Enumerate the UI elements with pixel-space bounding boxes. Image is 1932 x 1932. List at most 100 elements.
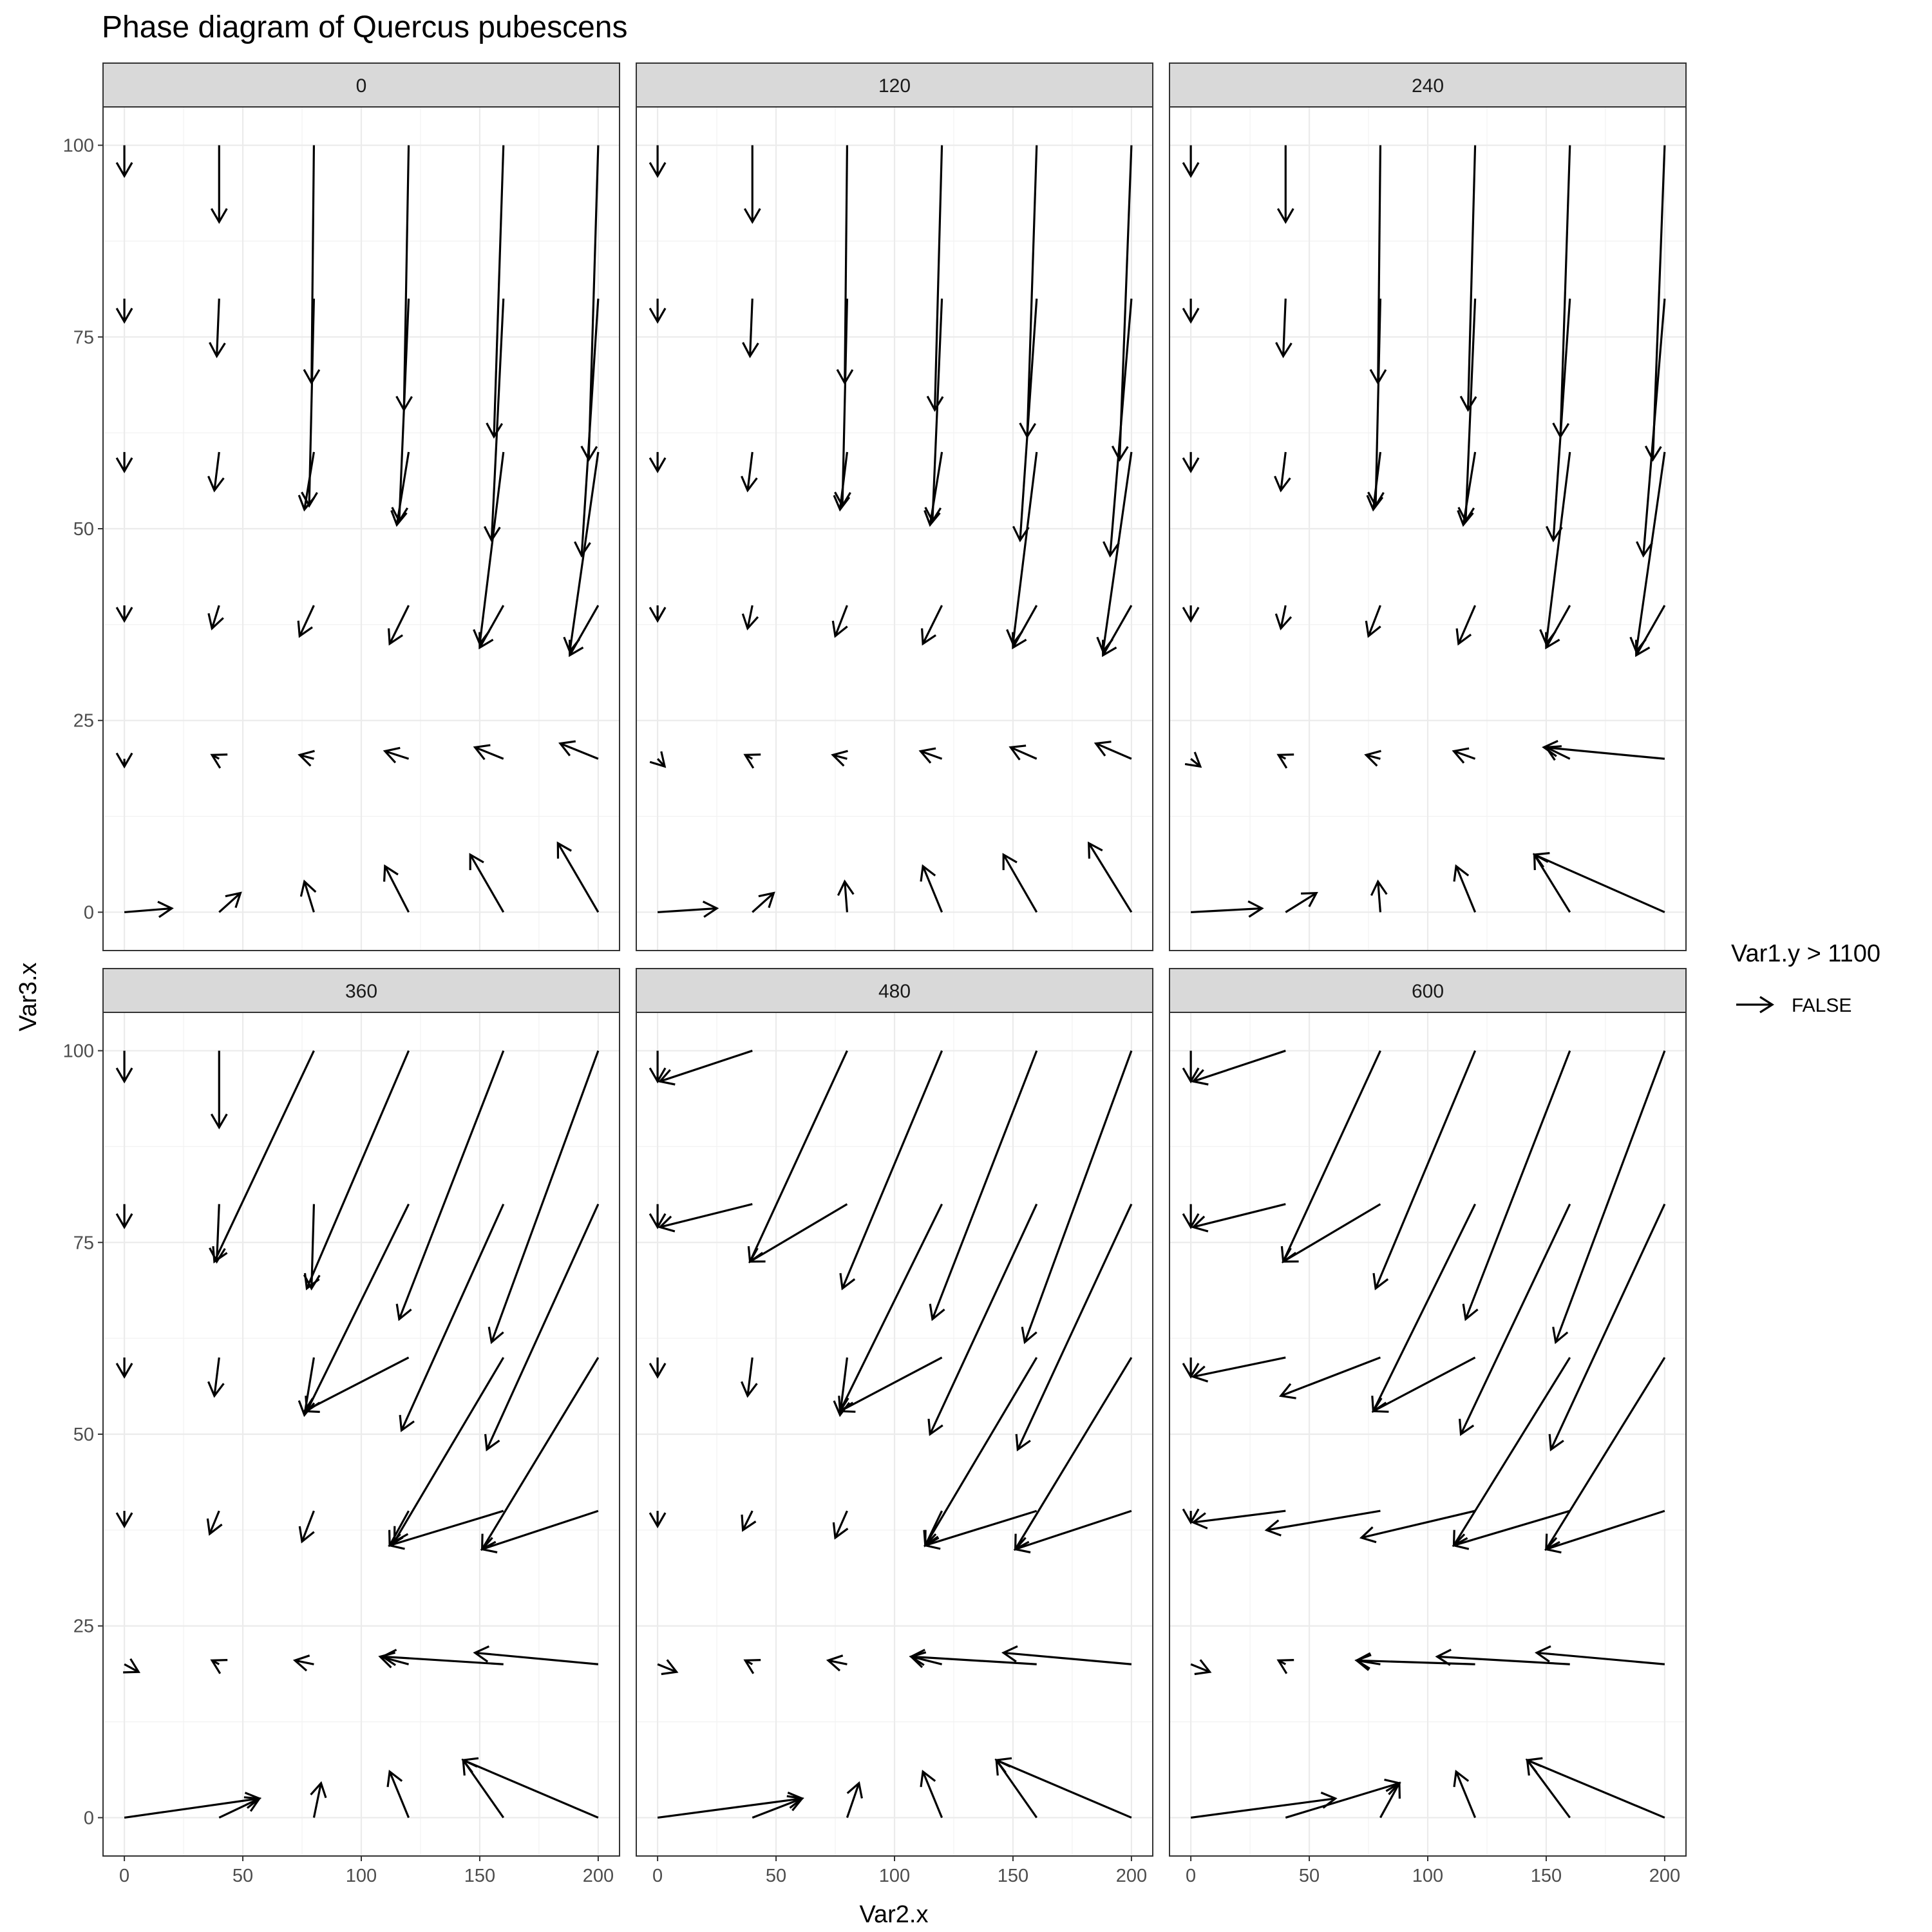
vector-arrow — [115, 1511, 133, 1529]
arrow-head — [157, 900, 174, 918]
arrow-shaft — [383, 1655, 504, 1665]
arrow-head — [741, 475, 758, 493]
vector-arrow — [743, 753, 761, 769]
arrow-shaft — [475, 1651, 599, 1665]
arrow-head — [1012, 526, 1030, 543]
arrow-head — [395, 1303, 412, 1321]
arrow-head — [473, 1645, 490, 1663]
arrow-shaft — [1193, 1356, 1286, 1378]
arrow-shaft — [1466, 145, 1477, 410]
vector-arrow — [1182, 1508, 1200, 1525]
vector-arrow — [1452, 1357, 1571, 1548]
arrow-head — [921, 628, 936, 646]
arrow-head — [207, 475, 225, 493]
arrow-shaft — [749, 1050, 848, 1262]
arrow-shaft — [305, 1050, 410, 1289]
vector-arrow — [918, 747, 943, 764]
x-tick-label: 0 — [119, 1866, 129, 1886]
vector-arrow — [649, 298, 667, 324]
arrow-head — [115, 457, 133, 473]
arrow-head — [1532, 852, 1550, 868]
arrow-shaft — [124, 1663, 139, 1673]
arrow-head — [1274, 475, 1291, 493]
vector-arrow — [1548, 1204, 1666, 1452]
arrow-head — [826, 1654, 844, 1672]
arrow-head — [115, 1067, 133, 1084]
y-tick-label: 75 — [73, 1233, 94, 1253]
arrow-shaft — [1546, 746, 1571, 760]
vector-arrow — [558, 740, 599, 760]
vector-arrow — [298, 750, 315, 767]
arrow-head — [1545, 526, 1563, 543]
vector-arrow — [292, 1654, 314, 1672]
arrow-head — [1184, 752, 1202, 768]
vector-arrow — [832, 1510, 849, 1540]
vector-arrow — [1552, 1050, 1666, 1345]
arrow-head — [831, 750, 848, 767]
arrow-head — [480, 1533, 497, 1551]
arrow-head — [1644, 445, 1662, 462]
arrow-head — [207, 613, 224, 630]
arrow-shaft — [742, 1510, 753, 1531]
arrow-head — [926, 395, 944, 412]
arrow-shaft — [1285, 1782, 1400, 1819]
arrow-shaft — [920, 750, 943, 760]
vector-arrow — [115, 451, 133, 473]
arrow-head — [212, 1245, 228, 1264]
arrow-head — [658, 1069, 676, 1086]
vector-arrow — [1435, 1649, 1570, 1666]
arrow-shaft — [1193, 1510, 1286, 1524]
vector-arrow — [649, 145, 667, 178]
arrow-shaft — [1437, 1655, 1570, 1665]
arrow-shaft — [490, 1050, 600, 1343]
arrow-head — [918, 747, 936, 764]
arrow-head — [210, 208, 228, 224]
arrow-shaft — [1545, 451, 1571, 644]
arrow-head — [580, 445, 598, 462]
arrow-shaft — [1533, 853, 1665, 913]
vector-arrow — [831, 750, 848, 767]
arrow-shaft — [1002, 854, 1038, 913]
arrow-shaft — [1379, 1783, 1401, 1819]
arrow-shaft — [1088, 842, 1133, 913]
arrow-head — [1552, 422, 1570, 439]
vector-arrow — [1629, 451, 1666, 654]
vector-arrow — [480, 1357, 600, 1551]
arrow-head — [1006, 629, 1023, 646]
arrow-head — [741, 1514, 757, 1532]
arrow-shaft — [560, 742, 599, 760]
vector-arrow — [1453, 1770, 1477, 1819]
arrow-head — [115, 1363, 133, 1379]
arrow-shaft — [478, 451, 505, 644]
arrow-shaft — [1374, 298, 1382, 506]
arrow-shaft — [1003, 1651, 1132, 1665]
arrow-shaft — [1014, 1357, 1133, 1550]
arrow-head — [1191, 1365, 1209, 1383]
arrow-shaft — [657, 1797, 802, 1819]
vector-arrow — [297, 605, 315, 638]
arrow-shaft — [481, 1357, 600, 1550]
arrow-head — [741, 613, 759, 630]
vector-arrow — [1190, 1659, 1212, 1676]
arrow-shaft — [1280, 451, 1287, 491]
vector-arrow — [1021, 1050, 1133, 1345]
arrow-head — [115, 162, 133, 178]
arrow-head — [1182, 1067, 1200, 1084]
arrow-shaft — [841, 298, 849, 506]
arrow-head — [1636, 541, 1653, 558]
arrow-shaft — [1012, 605, 1038, 649]
vector-arrow — [1457, 298, 1477, 524]
arrow-head — [393, 1526, 409, 1544]
vector-arrow — [742, 298, 759, 359]
arrow-head — [1280, 1245, 1297, 1264]
arrow-head — [1385, 1781, 1401, 1799]
arrow-head — [1457, 507, 1475, 524]
arrow-shaft — [209, 1510, 220, 1535]
vector-arrow — [1552, 145, 1571, 439]
arrow-head — [298, 1526, 315, 1544]
vector-arrow — [921, 605, 943, 646]
vector-arrow — [1274, 605, 1293, 630]
arrow-head — [1182, 1363, 1200, 1379]
vector-arrow — [1459, 145, 1477, 412]
arrow-head — [994, 1757, 1012, 1774]
